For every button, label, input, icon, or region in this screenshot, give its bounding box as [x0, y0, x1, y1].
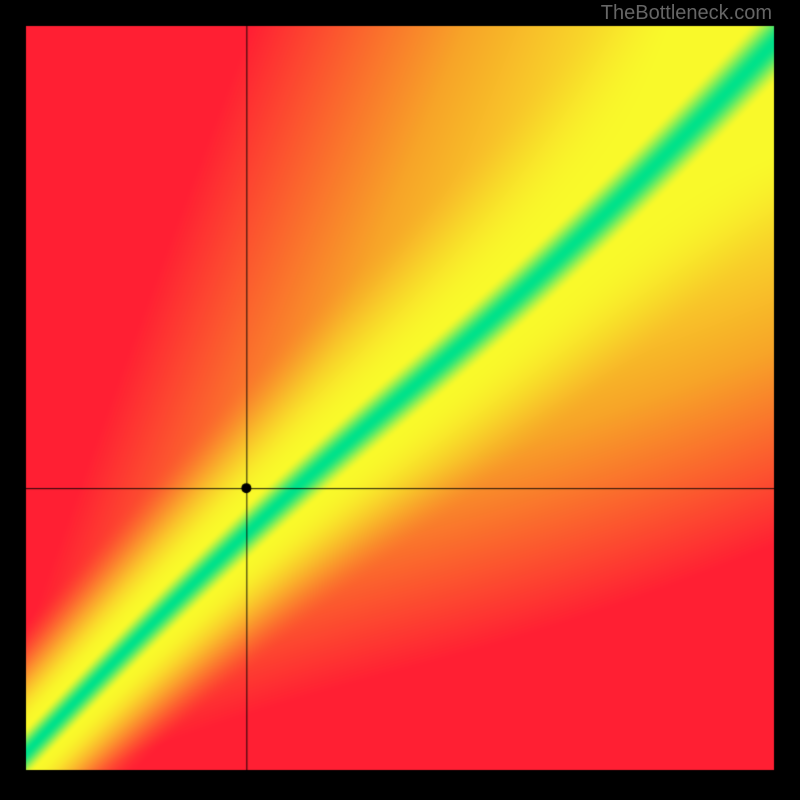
heatmap-canvas — [0, 0, 800, 800]
chart-wrapper: TheBottleneck.com — [0, 0, 800, 800]
watermark-text: TheBottleneck.com — [601, 2, 772, 25]
